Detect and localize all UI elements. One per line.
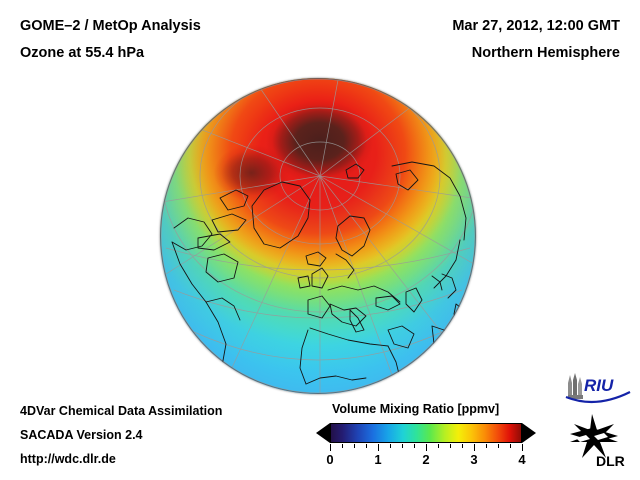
colorbar-tick-label: 1 (374, 452, 382, 467)
colorbar-major-tick (426, 444, 427, 451)
colorbar-tick-label: 0 (326, 452, 334, 467)
colorbar-minor-tick (402, 444, 403, 448)
colorbar-ticks (312, 444, 540, 451)
colorbar-labels: 0 1 2 3 4 (312, 452, 540, 470)
riu-logo: RIU (562, 371, 632, 405)
colorbar-minor-tick (486, 444, 487, 448)
dlr-mark-icon (570, 414, 618, 458)
colorbar-minor-tick (498, 444, 499, 448)
page-title: GOME–2 / MetOp Analysis (20, 18, 201, 34)
colorbar-extend-high-arrow (522, 423, 536, 443)
colorbar-minor-tick (366, 444, 367, 448)
dlr-wordmark: DLR (596, 453, 625, 468)
globe-disc (160, 78, 476, 394)
colorbar-minor-tick (414, 444, 415, 448)
colorbar-minor-tick (354, 444, 355, 448)
dlr-logo: DLR (562, 412, 632, 469)
source-url[interactable]: http://wdc.dlr.de (20, 452, 116, 466)
colorbar-minor-tick (450, 444, 451, 448)
colorbar-extend-low-arrow (316, 423, 330, 443)
colorbar-minor-tick (438, 444, 439, 448)
colorbar-title: Volume Mixing Ratio [ppmv] (332, 402, 500, 416)
colorbar-gradient (330, 423, 522, 443)
colorbar-major-tick (522, 444, 523, 451)
colorbar (312, 423, 540, 445)
colorbar-tick-label: 3 (470, 452, 478, 467)
coastline-layer (171, 161, 469, 391)
colorbar-tick-label: 4 (518, 452, 526, 467)
method-label: 4DVar Chemical Data Assimilation (20, 404, 223, 418)
colorbar-tick-label: 2 (422, 452, 430, 467)
ozone-globe-map (160, 78, 476, 394)
riu-swoosh-icon (565, 391, 631, 404)
observation-date: Mar 27, 2012, 12:00 GMT (452, 18, 620, 34)
colorbar-major-tick (330, 444, 331, 451)
colorbar-minor-tick (390, 444, 391, 448)
version-label: SACADA Version 2.4 (20, 428, 143, 442)
colorbar-minor-tick (462, 444, 463, 448)
colorbar-minor-tick (342, 444, 343, 448)
riu-spires-icon (568, 373, 583, 399)
page-subtitle: Ozone at 55.4 hPa (20, 45, 145, 61)
colorbar-major-tick (474, 444, 475, 451)
colorbar-minor-tick (510, 444, 511, 448)
colorbar-major-tick (378, 444, 379, 451)
region-label: Northern Hemisphere (471, 45, 620, 61)
riu-wordmark: RIU (584, 376, 614, 395)
